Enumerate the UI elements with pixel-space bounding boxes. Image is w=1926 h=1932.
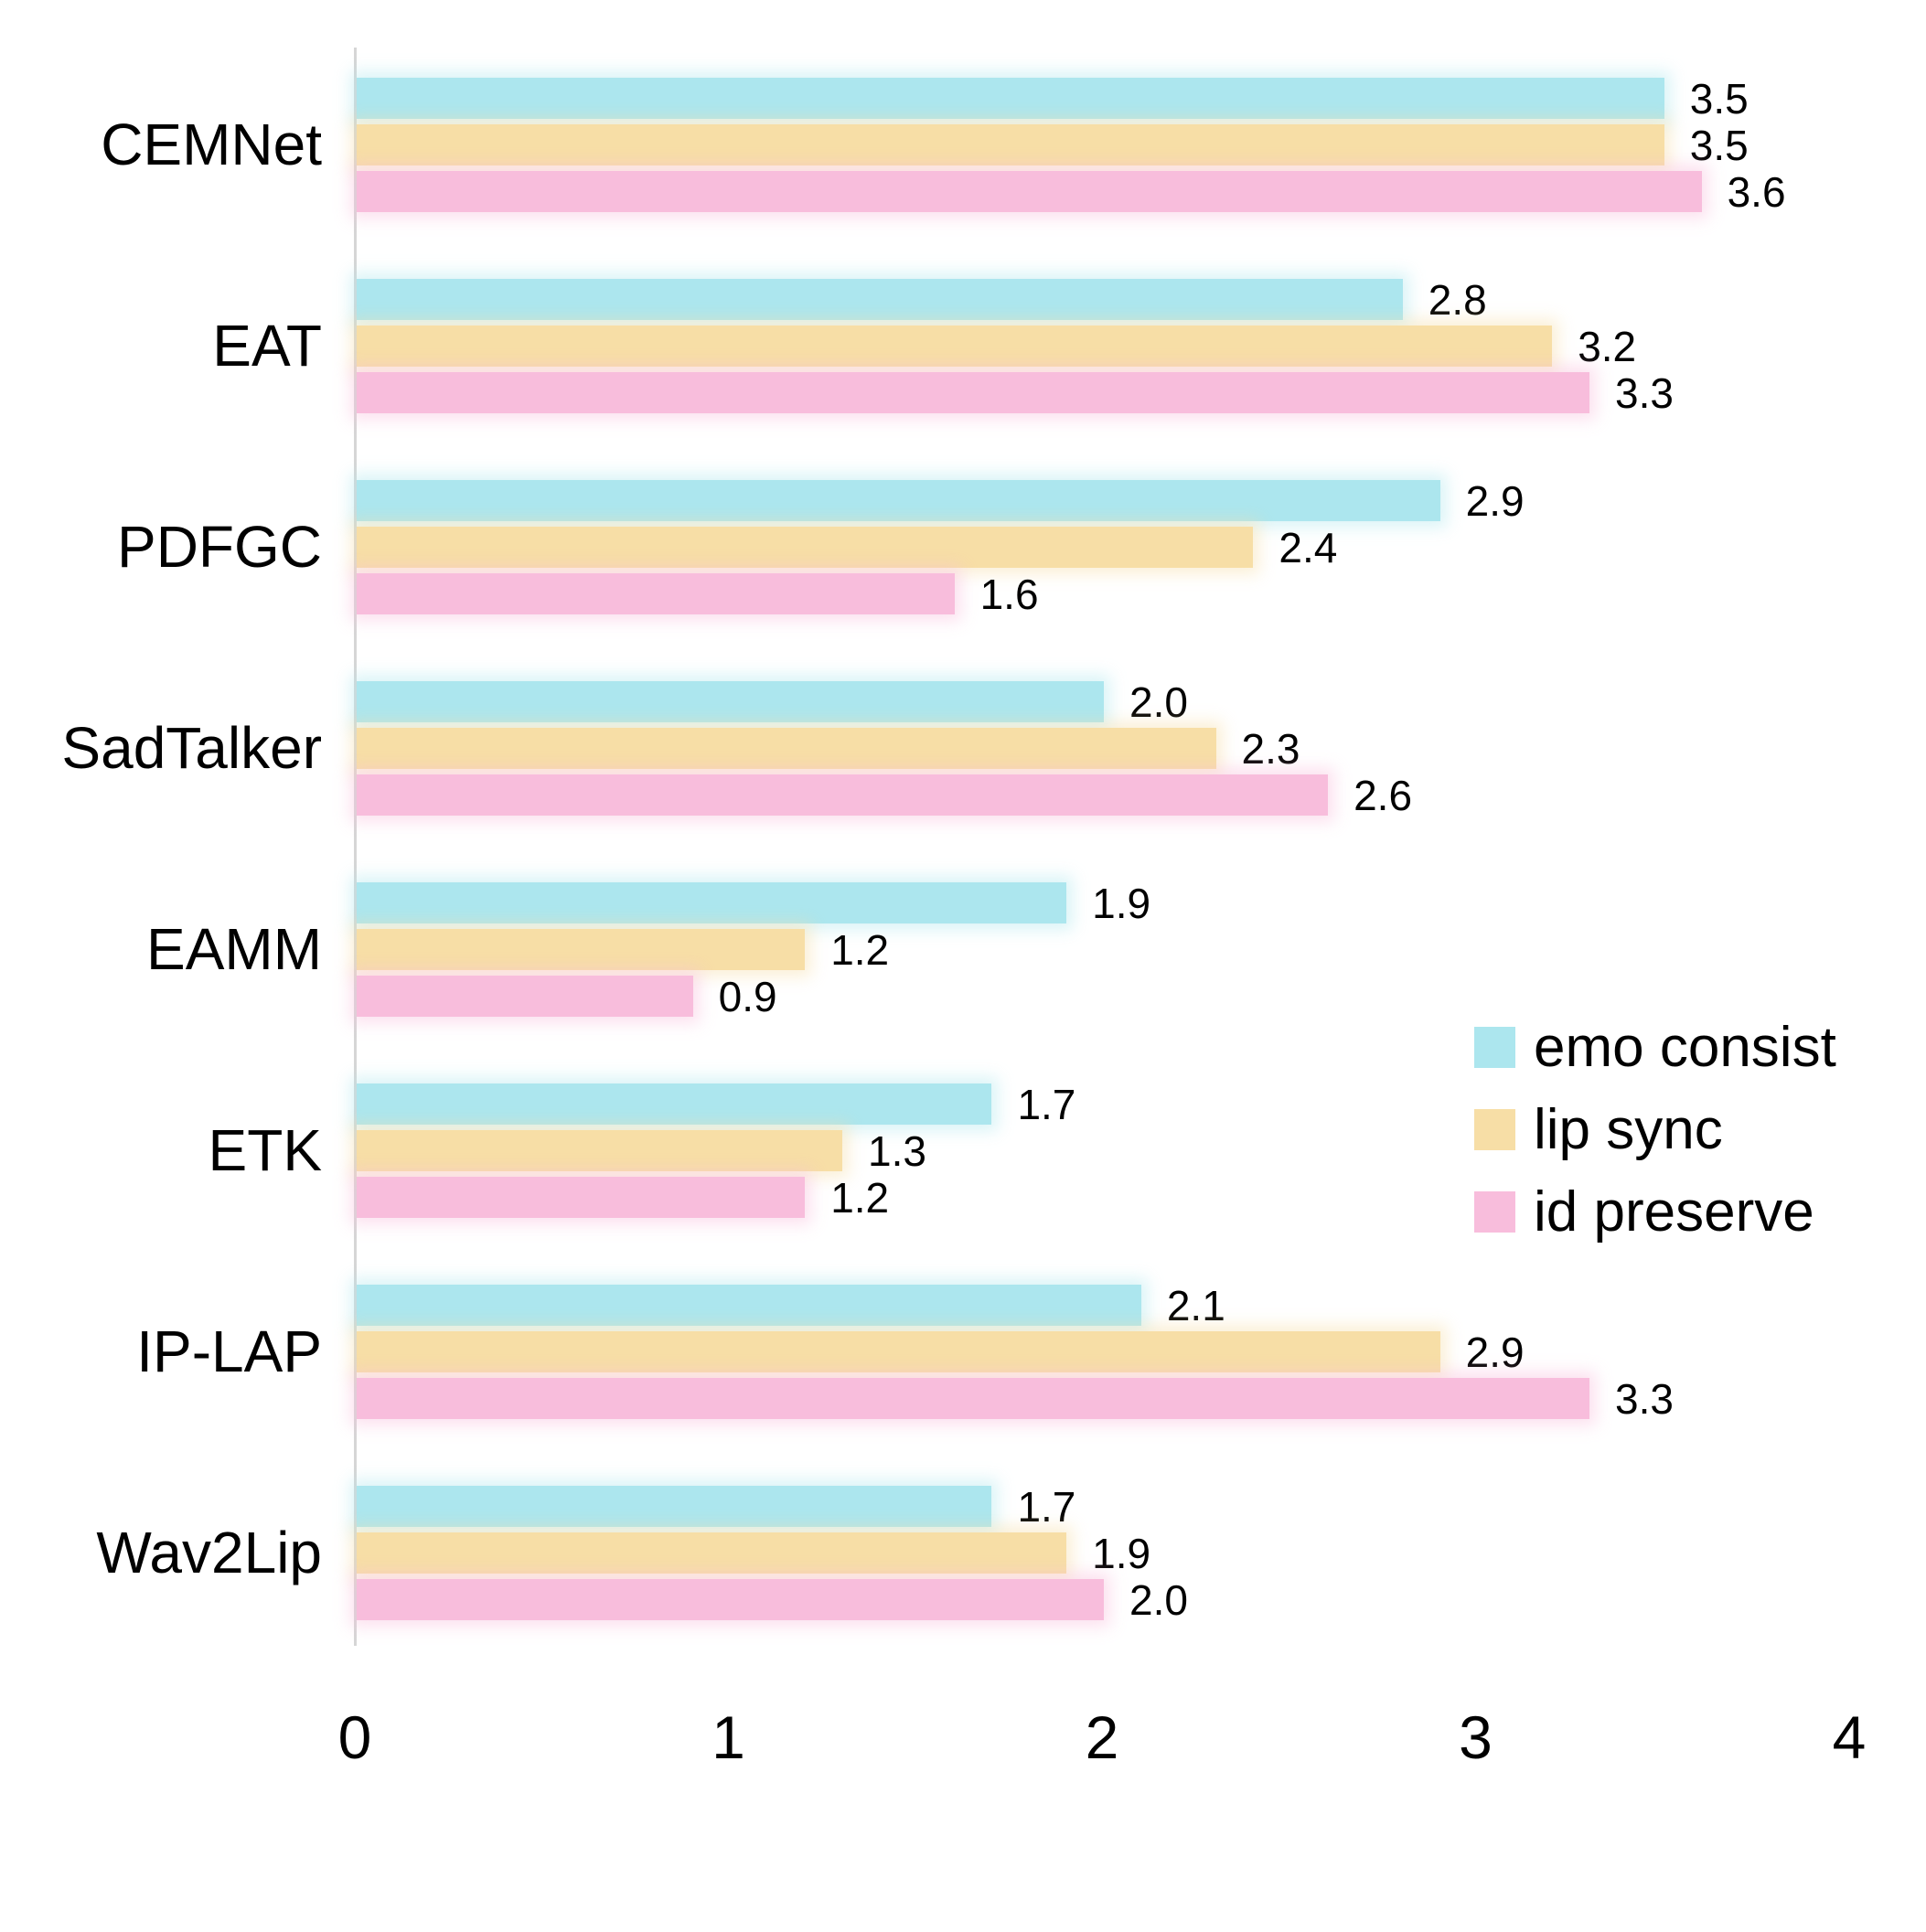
- bar: [357, 976, 693, 1017]
- category-label: PDFGC: [117, 514, 322, 580]
- value-label: 1.3: [868, 1127, 926, 1175]
- legend-swatch-lip-sync: [1474, 1109, 1515, 1150]
- bar: [357, 1177, 806, 1218]
- bar: [357, 279, 1403, 320]
- x-tick-label: 3: [1459, 1703, 1493, 1771]
- value-label: 3.2: [1578, 323, 1637, 370]
- legend: emo consist lip sync id preserve: [1474, 1016, 1836, 1274]
- category-label: IP-LAP: [136, 1318, 322, 1384]
- category-label: SadTalker: [61, 715, 322, 781]
- legend-swatch-id-preserve: [1474, 1191, 1515, 1233]
- bar: [357, 1285, 1141, 1326]
- value-label: 2.9: [1465, 477, 1525, 525]
- value-label: 2.0: [1129, 1576, 1188, 1624]
- category-label: ETK: [208, 1117, 322, 1183]
- bar: [357, 681, 1104, 722]
- value-label: 2.3: [1241, 725, 1300, 773]
- bar: [357, 1378, 1590, 1419]
- x-tick-label: 1: [712, 1703, 745, 1771]
- category-label: EAT: [212, 313, 322, 379]
- value-label: 3.6: [1727, 168, 1786, 216]
- x-tick-label: 4: [1832, 1703, 1867, 1771]
- value-label: 2.4: [1279, 524, 1338, 571]
- legend-item-lip-sync: lip sync: [1474, 1098, 1836, 1161]
- value-label: 2.8: [1428, 276, 1487, 324]
- value-label: 1.7: [1017, 1081, 1076, 1128]
- value-label: 1.6: [979, 571, 1039, 618]
- bar: [357, 480, 1440, 521]
- value-label: 1.9: [1092, 1530, 1151, 1577]
- bar: [357, 774, 1329, 816]
- x-tick-label: 2: [1085, 1703, 1119, 1771]
- category-label: EAMM: [146, 916, 322, 982]
- category-label: CEMNet: [101, 112, 322, 177]
- legend-label: lip sync: [1534, 1098, 1723, 1161]
- bar: [357, 1486, 992, 1527]
- bar: [357, 78, 1664, 119]
- bar: [357, 326, 1553, 367]
- bar: [357, 124, 1664, 165]
- category-label: Wav2Lip: [96, 1520, 322, 1585]
- bar: [357, 527, 1254, 568]
- x-tick-label: 0: [337, 1703, 372, 1771]
- bar: [357, 1083, 992, 1125]
- value-label: 0.9: [718, 973, 777, 1020]
- value-label: 2.6: [1354, 772, 1413, 819]
- value-label: 1.2: [830, 926, 890, 974]
- value-label: 3.5: [1689, 75, 1749, 123]
- value-label: 3.3: [1615, 369, 1674, 417]
- value-label: 1.2: [830, 1174, 890, 1222]
- value-label: 2.1: [1166, 1282, 1225, 1329]
- legend-item-emo-consist: emo consist: [1474, 1016, 1836, 1079]
- bar: [357, 1532, 1067, 1574]
- legend-label: id preserve: [1534, 1180, 1814, 1244]
- bar: [357, 929, 806, 970]
- bar: [357, 882, 1067, 923]
- legend-label: emo consist: [1534, 1016, 1836, 1079]
- value-label: 2.0: [1129, 678, 1188, 726]
- y-axis-line: [354, 48, 357, 1646]
- bar: [357, 728, 1216, 769]
- value-label: 1.9: [1092, 880, 1151, 927]
- value-label: 1.7: [1017, 1483, 1076, 1531]
- bar: [357, 1130, 843, 1171]
- value-label: 2.9: [1465, 1329, 1525, 1376]
- bar: [357, 1331, 1440, 1372]
- legend-swatch-emo-consist: [1474, 1027, 1515, 1068]
- bar: [357, 573, 955, 614]
- value-label: 3.5: [1689, 122, 1749, 169]
- bar: [357, 372, 1590, 413]
- value-label: 3.3: [1615, 1375, 1674, 1423]
- legend-item-id-preserve: id preserve: [1474, 1180, 1836, 1244]
- bar: [357, 171, 1702, 212]
- bar: [357, 1579, 1104, 1620]
